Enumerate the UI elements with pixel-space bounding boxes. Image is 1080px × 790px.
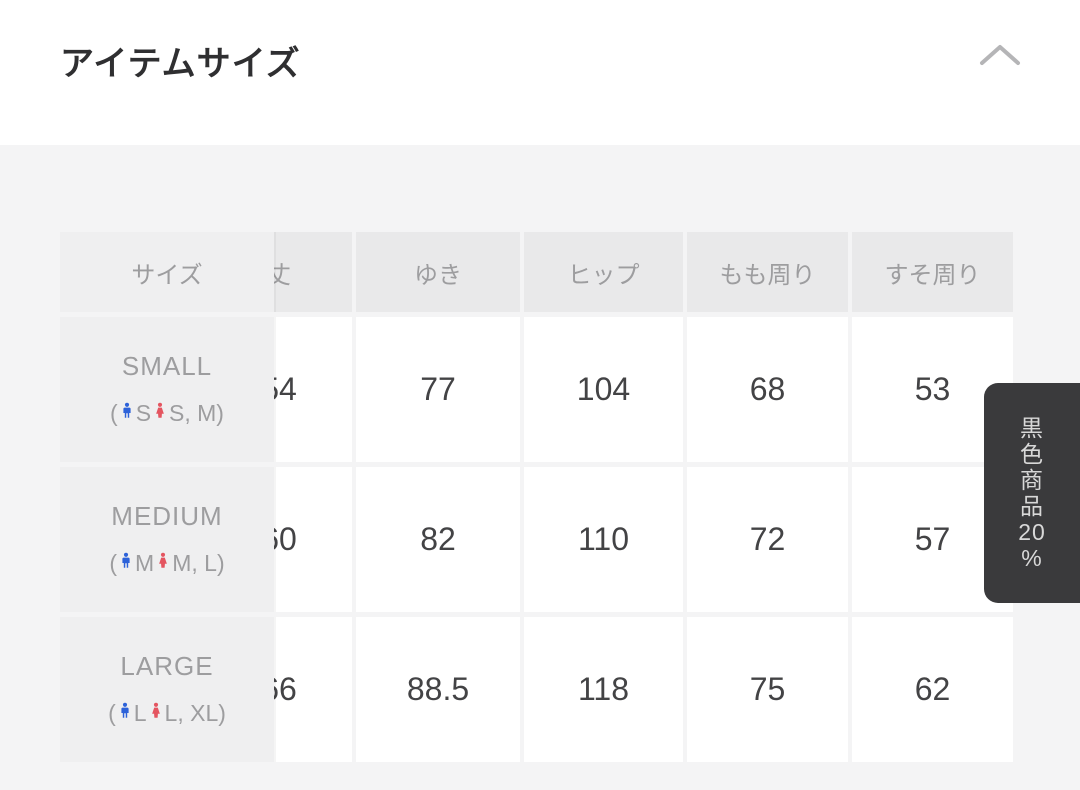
section-title: アイテムサイズ	[60, 45, 301, 83]
cell-small-yuki: 77	[356, 317, 520, 462]
mens-size-label: L	[133, 700, 147, 726]
size-equivalents-medium: ( M M, L)	[109, 549, 224, 578]
promo-char: 商	[1020, 467, 1044, 493]
paren-open: (	[109, 550, 118, 576]
column-header-hip: ヒップ	[524, 232, 683, 312]
black-items-discount-tab[interactable]: 黒 色 商 品 20 %	[984, 383, 1080, 603]
womens-size-label: L, XL)	[164, 700, 226, 726]
paren-open: (	[108, 700, 116, 726]
size-equivalents-small: ( S S, M)	[110, 399, 224, 428]
cell-large-thigh: 75	[687, 617, 848, 762]
cell-large-hem: 62	[852, 617, 1013, 762]
female-person-icon	[148, 699, 164, 728]
male-person-icon	[119, 399, 135, 428]
row-header-large: LARGE ( L L, XL)	[60, 617, 274, 762]
row-header-medium: MEDIUM ( M M, L)	[60, 467, 274, 612]
promo-char: 色	[1020, 441, 1044, 467]
column-header-yuki: ゆき	[356, 232, 520, 312]
column-header-size: サイズ	[60, 232, 274, 312]
womens-size-label: S, M)	[169, 400, 224, 426]
row-header-small: SMALL ( S S, M)	[60, 317, 274, 462]
male-person-icon	[118, 549, 134, 578]
female-person-icon	[155, 549, 171, 578]
female-person-icon	[152, 399, 168, 428]
womens-size-label: M, L)	[172, 550, 225, 576]
size-name-medium: MEDIUM	[111, 501, 223, 531]
column-header-hem: すそ周り	[852, 232, 1013, 312]
promo-char: 20	[1018, 519, 1046, 545]
cell-small-hip: 104	[524, 317, 683, 462]
item-size-section-body: 丈 ゆき ヒップ もも周り すそ周り サイズ 54 77 104 68 53 S…	[0, 145, 1080, 790]
paren-open: (	[110, 400, 118, 426]
promo-char: %	[1021, 545, 1043, 571]
cell-small-thigh: 68	[687, 317, 848, 462]
mens-size-label: S	[135, 400, 152, 426]
size-equivalents-large: ( L L, XL)	[108, 699, 226, 728]
cell-large-hip: 118	[524, 617, 683, 762]
male-person-icon	[117, 699, 133, 728]
cell-medium-yuki: 82	[356, 467, 520, 612]
chevron-up-icon	[978, 43, 1022, 70]
mens-size-label: M	[135, 550, 155, 576]
promo-char: 黒	[1020, 415, 1044, 441]
item-size-section-header: アイテムサイズ	[0, 0, 1080, 145]
cell-large-yuki: 88.5	[356, 617, 520, 762]
cell-medium-thigh: 72	[687, 467, 848, 612]
collapse-section-button[interactable]	[972, 36, 1028, 76]
size-name-small: SMALL	[121, 351, 213, 381]
size-name-large: LARGE	[120, 651, 214, 681]
column-header-thigh: もも周り	[687, 232, 848, 312]
cell-medium-hip: 110	[524, 467, 683, 612]
size-table-scroll-area[interactable]: 丈 ゆき ヒップ もも周り すそ周り サイズ 54 77 104 68 53 S…	[60, 232, 1013, 762]
promo-char: 品	[1020, 493, 1044, 519]
